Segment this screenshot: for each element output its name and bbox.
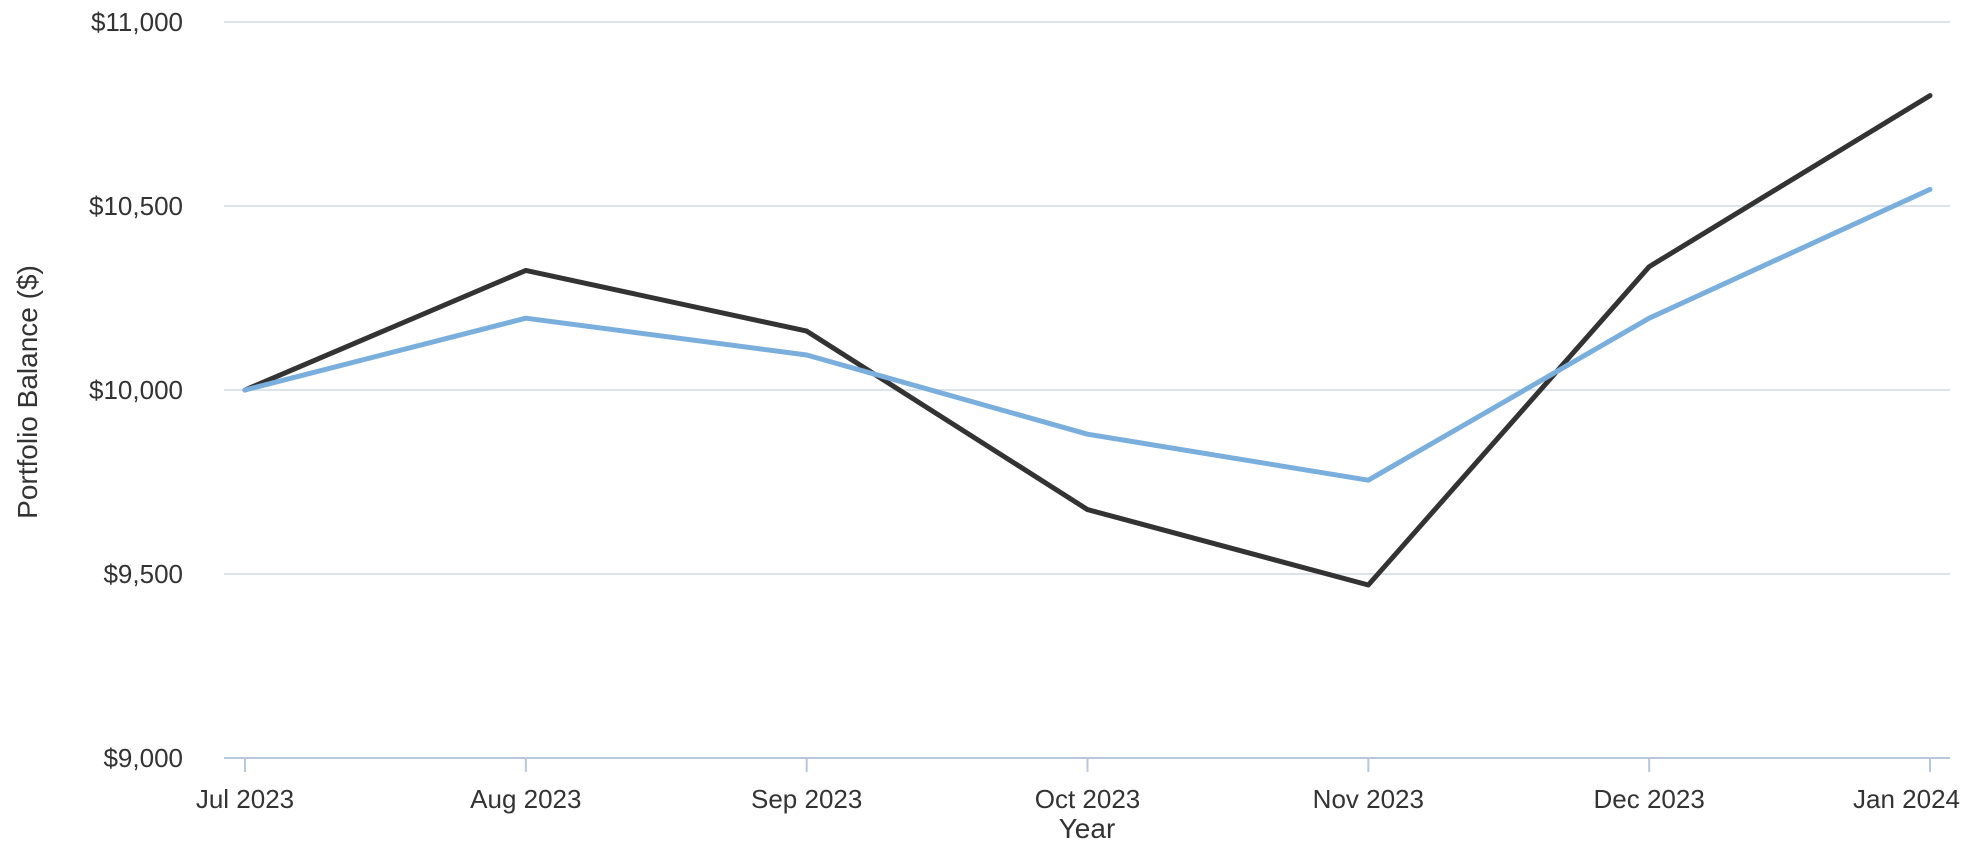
y-tick-label: $10,000 (89, 375, 183, 405)
x-tick-label: Nov 2023 (1313, 784, 1424, 814)
series-line-2 (242, 186, 1933, 483)
y-axis-ticks: $9,000 $9,500 $10,000 $10,500 $11,000 (89, 7, 183, 773)
x-tick-label: Aug 2023 (470, 784, 581, 814)
y-tick-label: $9,500 (103, 559, 183, 589)
x-tick-label: Jan 2024 (1853, 784, 1960, 814)
series-line-1 (242, 93, 1933, 588)
x-tick-label: Dec 2023 (1594, 784, 1705, 814)
gridlines (224, 21, 1950, 575)
x-tick-label: Oct 2023 (1035, 784, 1141, 814)
x-tick-label: Jul 2023 (196, 784, 294, 814)
x-axis-ticks: Jul 2023 Aug 2023 Sep 2023 Oct 2023 Nov 2023… (196, 758, 1960, 814)
x-tick-label: Sep 2023 (751, 784, 862, 814)
series-lines (242, 93, 1933, 588)
x-axis-title: Year (1059, 813, 1116, 842)
y-tick-label: $11,000 (91, 7, 183, 37)
y-tick-label: $10,500 (89, 191, 183, 221)
y-axis-title: Portfolio Balance ($) (12, 265, 43, 519)
y-tick-label: $9,000 (103, 743, 183, 773)
